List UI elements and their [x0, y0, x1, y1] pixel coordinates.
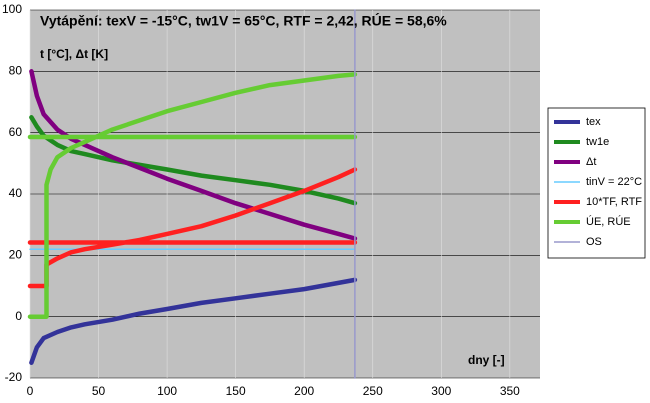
- y-tick-label: 100: [2, 2, 22, 16]
- series-line: [27, 72, 358, 319]
- lines: [27, 9, 358, 379]
- series-line: [29, 69, 358, 241]
- chart-title: Vytápění: texV = -15°C, tw1V = 65°C, RTF…: [40, 12, 447, 29]
- series-line: [29, 277, 358, 365]
- legend-label: 10*TF, RTF: [586, 196, 642, 208]
- legend-label: tex: [586, 116, 601, 128]
- legend-label: Δt: [586, 156, 596, 168]
- x-tick-label: 150: [226, 384, 246, 398]
- x-tick-label: 100: [157, 384, 177, 398]
- y-tick-label: 80: [9, 64, 23, 78]
- legend-label: OS: [586, 236, 602, 248]
- x-tick-label: 300: [431, 384, 451, 398]
- legend-label: tw1e: [586, 136, 609, 148]
- x-axis-label: dny [-]: [468, 353, 505, 367]
- y-tick-label: -20: [5, 370, 23, 384]
- y-tick-label: 0: [15, 309, 22, 323]
- legend: tex tw1e Δt tinV = 22°C 10*TF, RTF ÚE, RÚE OS: [554, 116, 642, 248]
- legend-label: tinV = 22°C: [586, 176, 642, 188]
- x-tick-label: 250: [363, 384, 383, 398]
- y-axis-label: t [°C], Δt [K]: [40, 47, 108, 61]
- series-line: [27, 167, 358, 289]
- y-tick-label: 20: [9, 248, 23, 262]
- y-tick-label: 60: [9, 125, 23, 139]
- legend-box: [547, 107, 646, 259]
- x-tick-label: 50: [92, 384, 106, 398]
- y-tick-label: 40: [9, 186, 23, 200]
- x-tick-label: 0: [27, 384, 34, 398]
- legend-label: ÚE, RÚE: [586, 215, 631, 228]
- x-tick-label: 200: [294, 384, 314, 398]
- x-tick-label: 350: [500, 384, 520, 398]
